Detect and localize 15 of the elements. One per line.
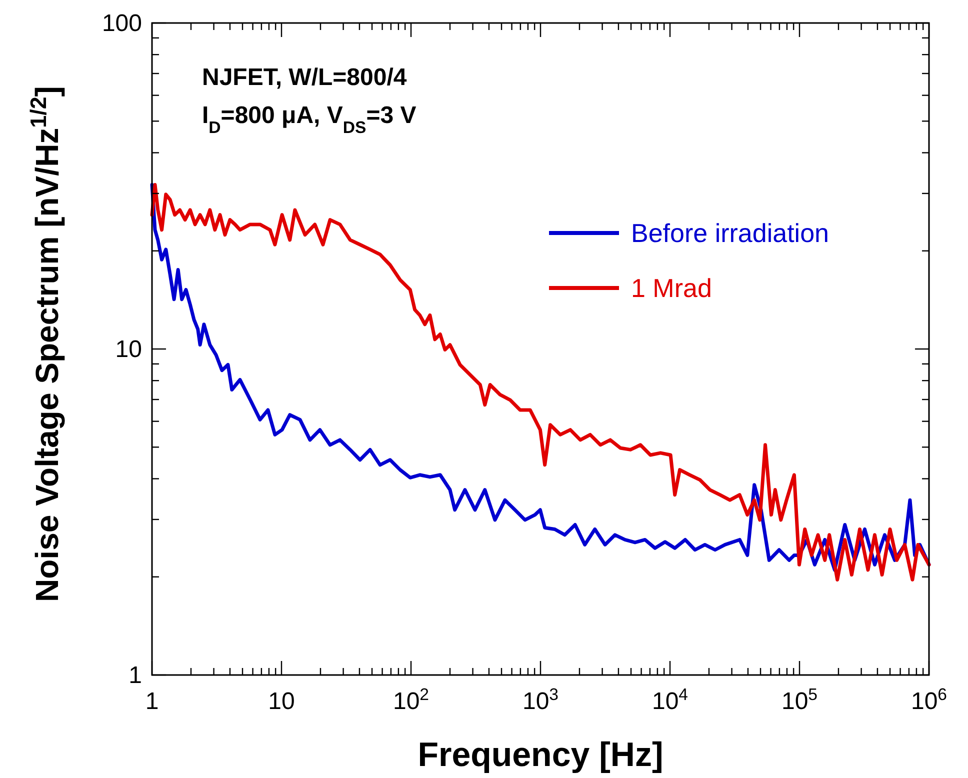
x-tick-label: 10$^{3}$ xyxy=(522,684,559,715)
legend-label: Before irradiation xyxy=(631,218,829,248)
x-tick-label: 10$^{2}$ xyxy=(392,684,430,715)
y-tick-label: 1 xyxy=(128,662,142,689)
x-axis-title: Frequency [Hz] xyxy=(418,736,664,774)
annotation: NJFET, W/L=800/4 xyxy=(202,64,408,91)
y-tick-label: 100 xyxy=(102,10,142,37)
legend-label: 1 Mrad xyxy=(631,273,712,303)
x-tick-label: 1 xyxy=(145,688,159,715)
x-tick-label: 10$^{4}$ xyxy=(652,684,688,715)
annotation: I$_{D}$=800 μA, V$_{DS}$=3 V xyxy=(202,102,416,136)
x-tick-label: 10$^{6}$ xyxy=(910,684,948,715)
y-tick-label: 10 xyxy=(115,336,142,363)
x-tick-label: 10 xyxy=(268,688,295,715)
x-tick-label: 10$^{5}$ xyxy=(781,684,818,715)
